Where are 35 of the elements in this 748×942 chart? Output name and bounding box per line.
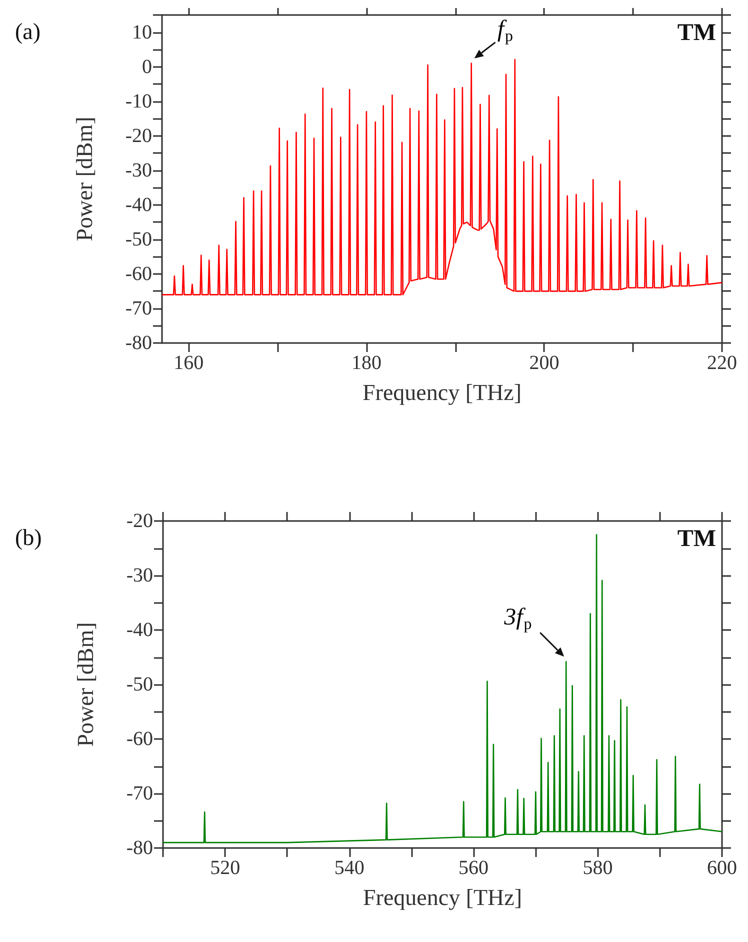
y-tick-label: -30 xyxy=(126,564,153,586)
y-tick-label: -40 xyxy=(125,194,152,216)
y-tick-label: -60 xyxy=(126,728,153,750)
chart-title: (a) xyxy=(15,19,41,44)
x-tick-label: 600 xyxy=(707,857,737,879)
y-tick-label: -40 xyxy=(126,619,153,641)
y-tick-label: -60 xyxy=(125,262,152,285)
y-tick-label: -50 xyxy=(126,674,153,696)
y-tick-label: -70 xyxy=(125,297,152,320)
x-axis-title: Frequency [THz] xyxy=(362,380,522,405)
y-tick-label: -80 xyxy=(125,332,152,354)
y-tick-label: -30 xyxy=(125,159,152,182)
y-tick-label: -20 xyxy=(125,124,152,147)
x-tick-label: 160 xyxy=(174,352,204,374)
line-series xyxy=(161,58,723,296)
y-tick-label: 10 xyxy=(132,21,152,44)
y-tick-label: 0 xyxy=(142,56,152,78)
x-tick-label: 580 xyxy=(582,857,613,879)
x-axis-title: Frequency [THz] xyxy=(362,885,522,910)
y-axis-title: Power [dBm] xyxy=(73,622,98,747)
x-tick-label: 220 xyxy=(707,352,737,374)
y-tick-label: -80 xyxy=(126,837,153,859)
annotation: TM xyxy=(677,526,716,552)
annotation: TM xyxy=(677,20,716,46)
x-tick-label: 180 xyxy=(351,352,382,374)
y-tick-label: -50 xyxy=(125,228,152,250)
y-tick-label: -10 xyxy=(125,90,152,112)
y-axis-title: Power [dBm] xyxy=(72,116,97,242)
y-tick-label: -70 xyxy=(126,782,153,804)
y-tick-label: -20 xyxy=(126,510,153,532)
x-tick-label: 200 xyxy=(529,352,560,374)
x-tick-label: 520 xyxy=(210,857,240,879)
x-tick-label: 540 xyxy=(334,857,364,879)
x-tick-label: 560 xyxy=(458,857,489,879)
chart-title: (b) xyxy=(15,525,42,550)
